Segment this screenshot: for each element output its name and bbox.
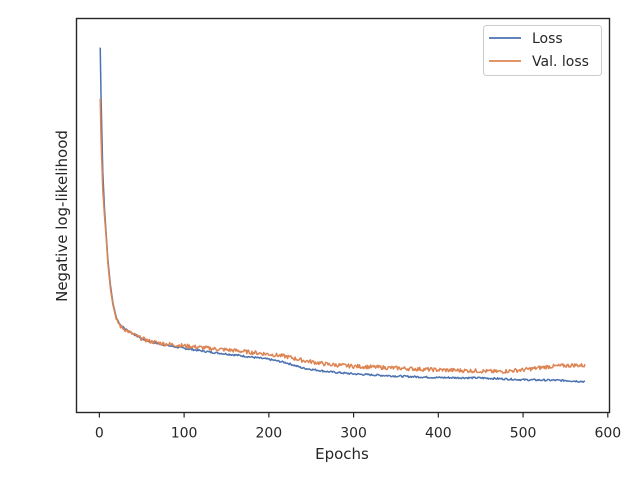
legend: Loss Val. loss [483, 25, 602, 76]
x-tick-label: 0 [95, 426, 104, 442]
legend-label-loss: Loss [532, 31, 563, 47]
x-tick-label: 100 [171, 426, 198, 442]
series-line-val-loss [99, 98, 586, 374]
y-axis-label: Negative log-likelihood [53, 130, 71, 302]
series-line-loss [99, 47, 586, 383]
x-tick-label: 200 [255, 426, 282, 442]
x-tick-label: 400 [425, 426, 452, 442]
x-axis: 0 100 200 300 400 500 600 [95, 412, 621, 442]
x-tick-label: 600 [594, 426, 621, 442]
x-tick-label: 500 [510, 426, 537, 442]
x-tick-label: 300 [340, 426, 367, 442]
plot-frame [75, 17, 611, 414]
legend-label-val-loss: Val. loss [532, 54, 589, 70]
x-axis-label: Epochs [315, 445, 369, 463]
plot-lines [99, 47, 586, 383]
